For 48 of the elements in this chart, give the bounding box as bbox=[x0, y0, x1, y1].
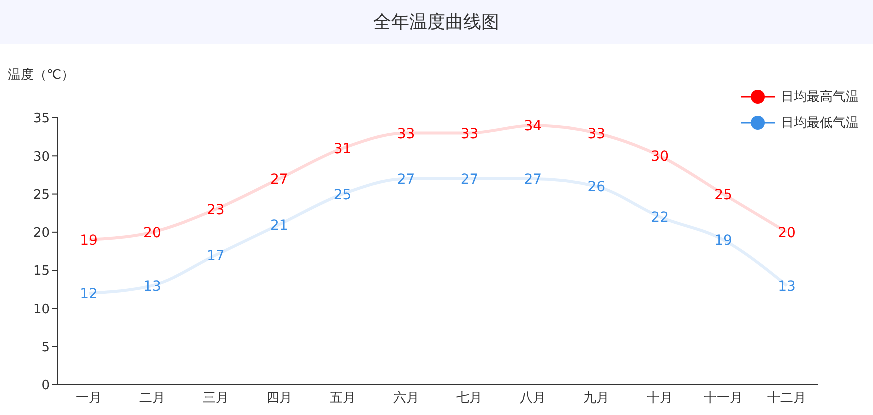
x-tick-label: 八月 bbox=[520, 391, 546, 406]
data-label: 27 bbox=[270, 172, 288, 188]
x-tick-label: 十月 bbox=[647, 391, 674, 406]
data-label: 25 bbox=[714, 187, 732, 204]
data-label: 27 bbox=[524, 172, 542, 188]
data-label: 21 bbox=[270, 218, 288, 234]
data-label: 19 bbox=[80, 233, 98, 250]
x-tick-label: 六月 bbox=[393, 391, 420, 406]
y-tick-label: 25 bbox=[33, 188, 50, 203]
legend-label: 日均最高气温 bbox=[781, 89, 859, 106]
x-tick-label: 七月 bbox=[456, 391, 483, 406]
legend-label: 日均最低气温 bbox=[781, 115, 859, 132]
y-tick-label: 35 bbox=[33, 112, 50, 127]
x-tick-label: 九月 bbox=[584, 391, 610, 406]
y-axis-title: 温度（℃） bbox=[8, 67, 75, 84]
data-label: 20 bbox=[144, 225, 162, 242]
data-label: 34 bbox=[524, 118, 542, 135]
data-label: 31 bbox=[334, 142, 352, 158]
data-label: 33 bbox=[397, 126, 416, 142]
data-label: 17 bbox=[206, 248, 225, 264]
data-label: 22 bbox=[651, 210, 670, 226]
data-label: 33 bbox=[588, 126, 606, 142]
y-tick-label: 20 bbox=[33, 226, 50, 242]
data-label: 20 bbox=[778, 225, 796, 242]
data-label: 33 bbox=[460, 126, 479, 142]
x-tick-label: 三月 bbox=[202, 391, 229, 406]
y-tick-label: 0 bbox=[42, 378, 50, 394]
y-tick-label: 30 bbox=[33, 150, 50, 165]
x-tick-label: 一月 bbox=[76, 391, 102, 406]
y-tick-label: 10 bbox=[33, 302, 50, 318]
data-label: 27 bbox=[460, 172, 479, 188]
data-label: 26 bbox=[588, 180, 606, 196]
data-label: 27 bbox=[397, 172, 416, 188]
x-tick-label: 五月 bbox=[330, 391, 356, 406]
data-label: 30 bbox=[651, 149, 670, 166]
data-label: 25 bbox=[334, 187, 352, 204]
x-tick-label: 十二月 bbox=[768, 391, 806, 406]
y-tick-label: 15 bbox=[33, 264, 50, 280]
data-label: 12 bbox=[80, 286, 98, 302]
x-tick-label: 二月 bbox=[139, 391, 166, 406]
data-label: 13 bbox=[144, 278, 162, 295]
chart-title: 全年温度曲线图 bbox=[0, 0, 873, 44]
y-tick-label: 5 bbox=[42, 340, 50, 356]
data-label: 13 bbox=[778, 278, 796, 295]
x-tick-label: 十一月 bbox=[704, 391, 744, 406]
data-label: 23 bbox=[206, 202, 225, 219]
data-label: 19 bbox=[714, 233, 732, 250]
x-tick-label: 四月 bbox=[266, 391, 292, 406]
